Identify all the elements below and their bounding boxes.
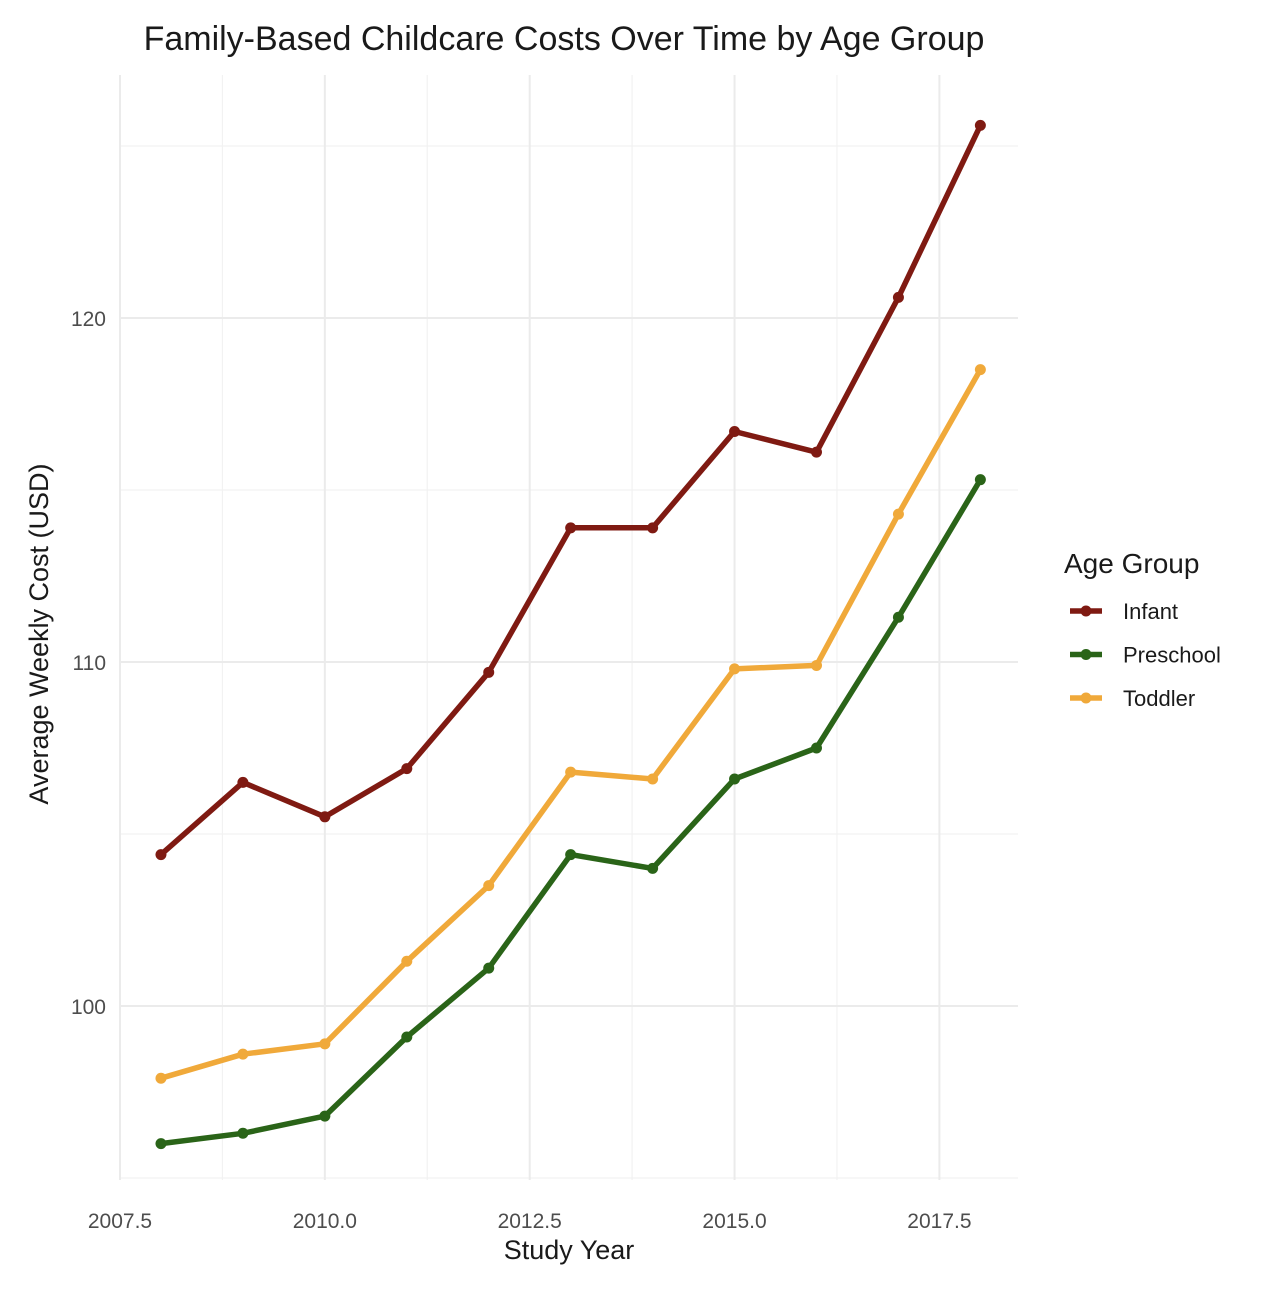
data-point — [892, 291, 904, 303]
data-point — [483, 880, 495, 892]
legend-item-preschool: Preschool — [1070, 643, 1221, 668]
data-point — [647, 773, 659, 785]
data-point — [155, 1138, 167, 1150]
x-tick-label: 2015.0 — [702, 1210, 766, 1233]
legend-label: Preschool — [1123, 643, 1221, 668]
series-preschool — [155, 474, 986, 1150]
data-point — [565, 766, 577, 778]
tick-labels: 2007.5 2010.0 2012.5 2015.0 2017.5 100 110 120 — [71, 308, 972, 1233]
data-point — [892, 611, 904, 623]
chart-title: Family-Based Childcare Costs Over Time b… — [144, 20, 985, 58]
series-lines — [155, 119, 986, 1150]
legend-label: Toddler — [1123, 686, 1195, 711]
data-point — [319, 811, 331, 823]
y-tick-label: 120 — [71, 308, 106, 331]
data-point — [565, 849, 577, 861]
data-point — [401, 763, 413, 775]
data-point — [729, 663, 741, 675]
data-point — [401, 955, 413, 967]
legend-key-point — [1080, 649, 1092, 660]
data-point — [237, 776, 249, 788]
data-point — [155, 849, 167, 861]
data-point — [647, 522, 659, 534]
data-point — [237, 1127, 249, 1139]
data-point — [483, 666, 495, 678]
data-point — [810, 659, 822, 671]
x-tick-label: 2007.5 — [88, 1210, 152, 1233]
data-point — [319, 1110, 331, 1122]
data-point — [319, 1038, 331, 1050]
data-point — [974, 474, 986, 486]
y-axis-title: Average Weekly Cost (USD) — [24, 463, 54, 804]
legend-key-point — [1080, 605, 1092, 617]
data-point — [401, 1031, 413, 1043]
legend-label: Infant — [1123, 599, 1178, 624]
data-point — [974, 364, 986, 376]
legend-item-toddler: Toddler — [1070, 686, 1195, 711]
data-point — [729, 426, 741, 438]
series-toddler — [155, 364, 986, 1084]
data-point — [892, 508, 904, 520]
data-point — [155, 1072, 167, 1084]
series-infant — [155, 119, 986, 861]
legend-title: Age Group — [1064, 548, 1199, 579]
grid — [119, 75, 1018, 1180]
data-point — [810, 446, 822, 458]
y-tick-label: 100 — [71, 996, 106, 1019]
series-line — [158, 366, 984, 1081]
data-point — [974, 119, 986, 131]
data-point — [810, 742, 822, 754]
data-point — [483, 962, 495, 974]
x-tick-label: 2012.5 — [498, 1210, 562, 1233]
x-axis-title: Study Year — [504, 1235, 635, 1265]
data-point — [729, 773, 741, 785]
y-tick-label: 110 — [73, 652, 106, 675]
data-point — [237, 1048, 249, 1060]
data-point — [565, 522, 577, 534]
x-tick-label: 2017.5 — [907, 1210, 971, 1233]
legend-key-point — [1080, 692, 1092, 704]
legend: Age Group Infant Preschool Toddler — [1064, 548, 1221, 711]
data-point — [647, 862, 659, 874]
x-tick-label: 2010.0 — [293, 1210, 357, 1233]
series-line — [158, 476, 984, 1147]
legend-item-infant: Infant — [1070, 599, 1178, 624]
